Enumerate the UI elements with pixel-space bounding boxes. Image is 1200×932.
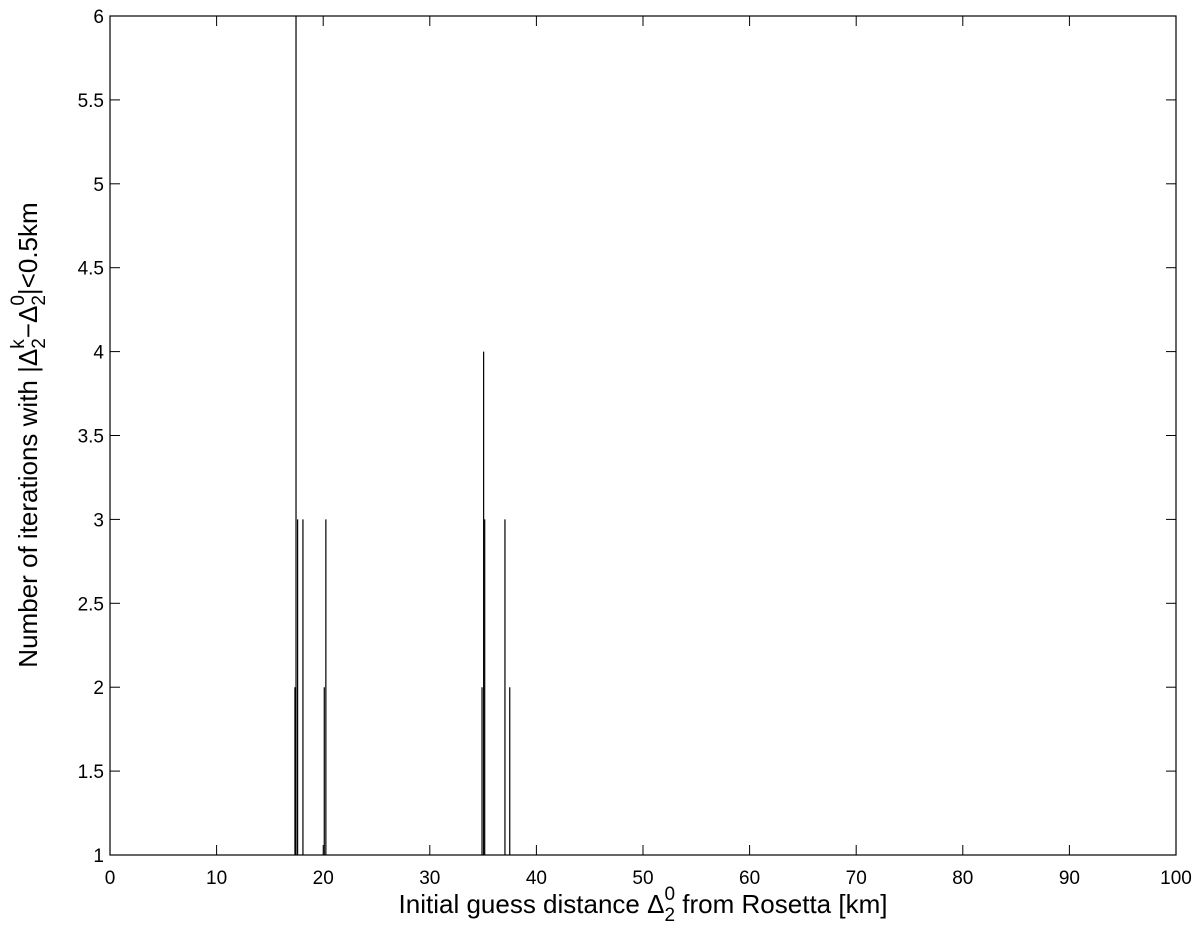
x-tick-label: 60 xyxy=(739,868,760,889)
label-part: k xyxy=(8,339,29,349)
x-tick-label: 80 xyxy=(952,868,973,889)
label-part: −Δ xyxy=(13,306,43,339)
y-tick-label: 4.5 xyxy=(78,259,104,280)
x-tick-label: 70 xyxy=(846,868,867,889)
x-tick-label: 100 xyxy=(1160,868,1192,889)
x-tick-label: 10 xyxy=(206,868,227,889)
y-tick-label: 2 xyxy=(93,678,104,699)
y-tick-label: 3 xyxy=(93,510,104,531)
y-axis-label: Number of iterations with |Δ2k−Δ20|<0.5k… xyxy=(8,202,50,667)
label-part: from Rosetta [km] xyxy=(675,889,887,919)
label-part: |<0.5km xyxy=(13,202,43,295)
label-part: 2 xyxy=(29,295,50,306)
y-tick-label: 3.5 xyxy=(78,427,104,448)
y-tick-label: 1 xyxy=(93,846,104,867)
y-tick-label: 2.5 xyxy=(78,594,104,615)
label-part: 0 xyxy=(665,884,676,905)
label-part: 2 xyxy=(665,905,676,926)
label-part: 0 xyxy=(8,295,29,306)
y-tick-label: 5.5 xyxy=(78,91,104,112)
x-tick-label: 20 xyxy=(313,868,334,889)
label-part: Initial guess distance Δ xyxy=(399,889,665,919)
x-tick-label: 40 xyxy=(526,868,547,889)
x-tick-label: 30 xyxy=(419,868,440,889)
label-part: 2 xyxy=(29,338,50,349)
x-tick-label: 90 xyxy=(1059,868,1080,889)
x-tick-label: 0 xyxy=(105,868,116,889)
x-axis-label: Initial guess distance Δ20 from Rosetta … xyxy=(399,884,888,926)
y-tick-label: 6 xyxy=(93,7,104,28)
y-tick-label: 1.5 xyxy=(78,762,104,783)
y-tick-label: 5 xyxy=(93,175,104,196)
x-tick-label: 50 xyxy=(632,868,653,889)
plot-frame xyxy=(109,15,1177,856)
y-tick-label: 4 xyxy=(93,343,104,364)
label-part: Number of iterations with |Δ xyxy=(13,349,43,668)
